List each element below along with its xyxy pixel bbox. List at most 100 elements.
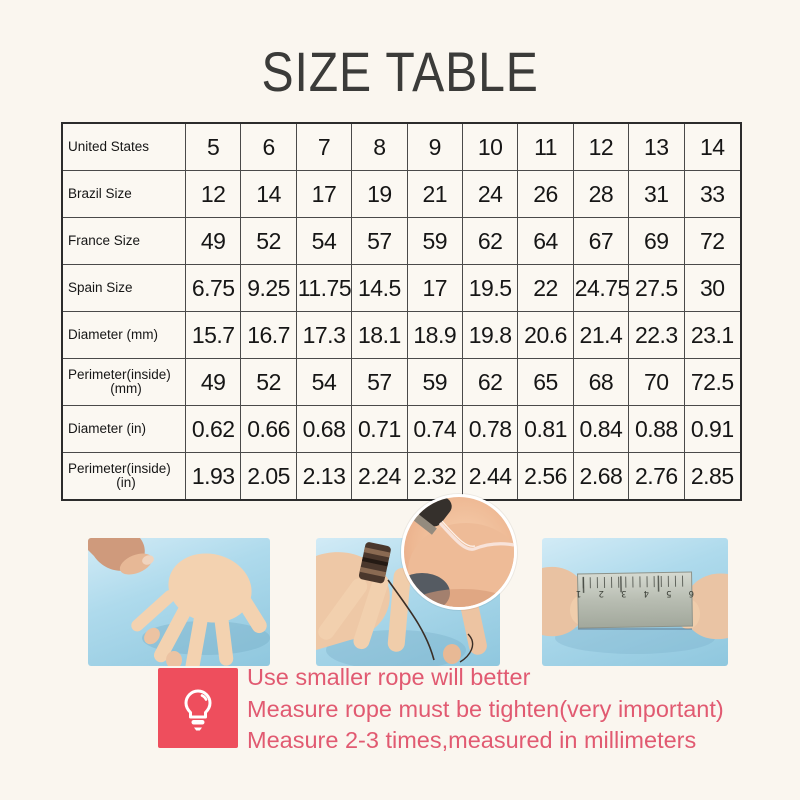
size-value-cell: 22.3 <box>629 312 685 359</box>
size-value-cell: 2.56 <box>518 453 574 499</box>
size-value-cell: 24.75 <box>573 265 630 312</box>
rope-string-closeup <box>438 521 514 551</box>
ruler-digit: 3 <box>621 588 627 598</box>
size-value-cell: 12 <box>573 124 630 171</box>
wrap-rope-illustration <box>316 542 487 666</box>
rope-spool <box>358 542 391 584</box>
ruler-digit: 4 <box>643 588 649 598</box>
size-value-cell: 26 <box>518 171 574 218</box>
size-value-cell: 2.05 <box>241 453 297 499</box>
size-table-row: Diameter (mm) 15.7 16.7 17.3 18.1 18.9 19.8 20.… <box>63 312 740 359</box>
size-value-cell: 2.32 <box>408 453 463 499</box>
size-value-cell: 0.78 <box>462 406 519 453</box>
size-value-cell: 33 <box>684 171 740 218</box>
ruler-digit: 6 <box>688 588 694 598</box>
size-value-cell: 19 <box>352 171 408 218</box>
size-value-cell: 14.5 <box>352 265 408 312</box>
size-value-cell: 49 <box>186 218 242 265</box>
ruler-digit: 1 <box>576 588 582 598</box>
size-value-cell: 52 <box>241 218 297 265</box>
row-label-cell: Perimeter(inside) (mm) <box>63 359 186 406</box>
row-label: Brazil Size <box>68 185 132 201</box>
size-value-cell: 6 <box>241 124 297 171</box>
size-value-cell: 18.9 <box>407 312 463 359</box>
size-value-cell: 17 <box>407 265 463 312</box>
size-value-cell: 0.62 <box>186 406 242 453</box>
size-value-cell: 69 <box>629 218 685 265</box>
size-value-cell: 0.74 <box>407 406 463 453</box>
size-value-cell: 2.76 <box>629 453 685 499</box>
row-label-cell: United States <box>63 124 186 171</box>
photo-step-spread-hand <box>88 538 270 666</box>
size-value-cell: 62 <box>462 359 519 406</box>
size-value-cell: 17 <box>296 171 353 218</box>
size-value-cell: 0.88 <box>629 406 685 453</box>
row-label-cell: France Size <box>63 218 186 265</box>
open-palm-hand <box>131 553 267 666</box>
row-label: Diameter (mm) <box>68 326 158 342</box>
size-value-cell: 19.5 <box>462 265 519 312</box>
ruler-shadow <box>555 622 715 654</box>
size-value-cell: 10 <box>462 124 519 171</box>
size-value-cell: 21 <box>407 171 463 218</box>
ruler-digit: 2 <box>598 588 604 598</box>
size-value-cell: 54 <box>296 218 353 265</box>
size-table-row: Brazil Size 12 14 17 19 21 24 26 28 31 33 <box>63 171 740 218</box>
size-value-cell: 57 <box>352 218 408 265</box>
size-value-cell: 0.68 <box>296 406 353 453</box>
photo-zoom-inset <box>401 494 517 610</box>
size-value-cell: 6.75 <box>186 265 242 312</box>
ruler-digit: 5 <box>666 588 672 598</box>
size-value-cell: 9 <box>407 124 463 171</box>
size-value-cell: 59 <box>407 218 463 265</box>
size-value-cell: 2.13 <box>297 453 353 499</box>
size-value-cell: 19.8 <box>462 312 519 359</box>
steel-ruler <box>577 571 693 629</box>
size-value-cell: 67 <box>573 218 630 265</box>
size-value-cell: 22 <box>518 265 574 312</box>
size-value-cell: 31 <box>629 171 685 218</box>
tip-line: Measure rope must be tighten(very import… <box>247 695 724 722</box>
row-label: Perimeter(inside) <box>68 367 171 383</box>
page-title: SIZE TABLE <box>261 40 539 103</box>
size-table-row: France Size 49 52 54 57 59 62 64 67 69 72 <box>63 218 740 265</box>
row-label-cell: Diameter (mm) <box>63 312 186 359</box>
row-label-line2: (in) <box>116 474 136 490</box>
row-label: United States <box>68 138 150 154</box>
row-label-line2: (mm) <box>110 380 142 396</box>
size-value-cell: 2.44 <box>463 453 519 499</box>
size-table-row: Perimeter(inside) (in) 1.93 2.05 2.13 2.24 2.3… <box>63 453 740 499</box>
row-label: Perimeter(inside) <box>68 461 171 477</box>
tip-line: Use smaller rope will better <box>247 664 531 690</box>
size-value-cell: 13 <box>629 124 685 171</box>
size-value-cell: 62 <box>462 218 519 265</box>
size-value-cell: 7 <box>296 124 353 171</box>
size-value-cell: 0.81 <box>518 406 574 453</box>
row-label: Spain Size <box>68 279 133 295</box>
size-value-cell: 1.93 <box>186 453 242 499</box>
size-value-cell: 17.3 <box>296 312 353 359</box>
size-value-cell: 72 <box>684 218 740 265</box>
size-value-cell: 14 <box>684 124 740 171</box>
size-value-cell: 15.7 <box>186 312 242 359</box>
tip-text-block: Use smaller rope will better Measure rope… <box>247 662 767 757</box>
size-value-cell: 70 <box>629 359 685 406</box>
size-table-row: United States 5 6 7 8 9 10 11 12 13 14 <box>63 124 740 171</box>
size-value-cell: 65 <box>518 359 574 406</box>
pinching-hand <box>88 538 154 575</box>
size-table: United States 5 6 7 8 9 10 11 12 13 14 Brazil Size 1… <box>61 122 742 501</box>
size-value-cell: 11 <box>518 124 574 171</box>
size-value-cell: 54 <box>296 359 353 406</box>
size-value-cell: 2.24 <box>352 453 408 499</box>
row-label-cell: Perimeter(inside) (in) <box>63 453 186 499</box>
size-table-row: Spain Size 6.75 9.25 11.75 14.5 17 19.5 22 24.75… <box>63 265 740 312</box>
size-value-cell: 2.68 <box>574 453 630 499</box>
size-value-cell: 12 <box>186 171 242 218</box>
size-value-cell: 59 <box>407 359 463 406</box>
size-value-cell: 18.1 <box>352 312 408 359</box>
rope-string <box>387 579 435 661</box>
size-table-row: Perimeter(inside) (mm) 49 52 54 57 59 62 65 68 70 7… <box>63 359 740 406</box>
size-value-cell: 21.4 <box>573 312 630 359</box>
tip-icon-box <box>158 668 238 748</box>
